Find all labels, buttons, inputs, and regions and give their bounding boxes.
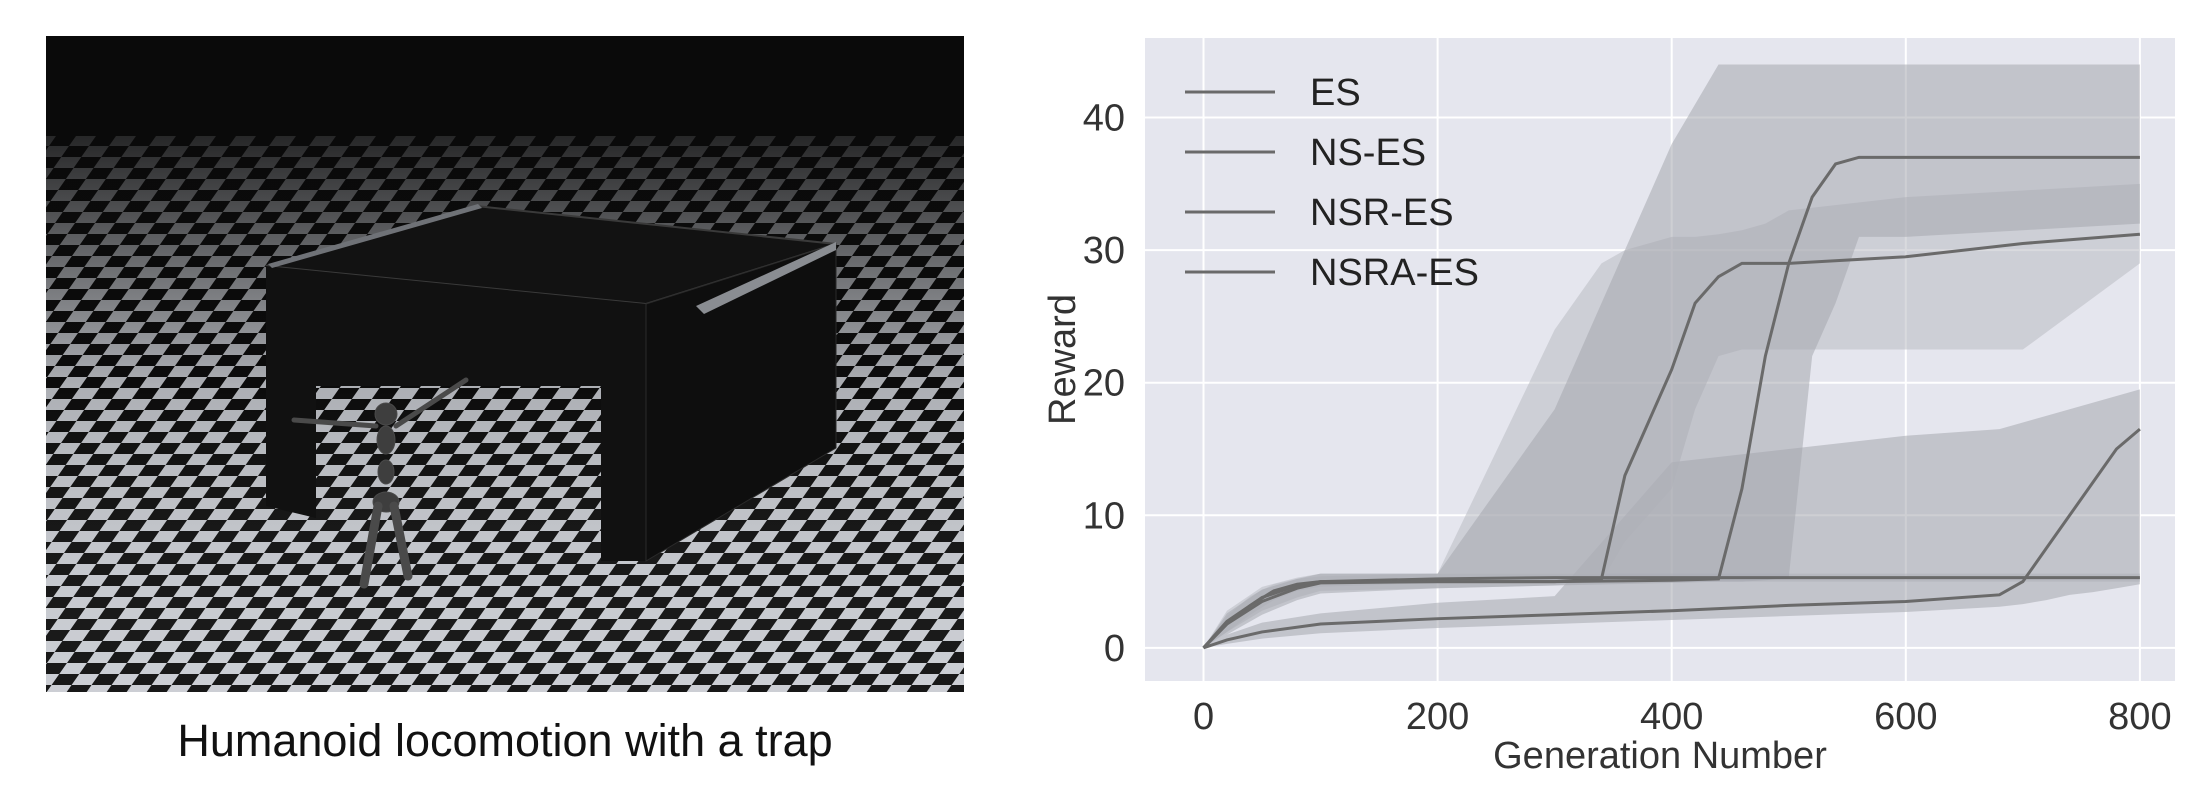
series-lines bbox=[1202, 155, 2141, 650]
y-axis-label: Reward bbox=[1042, 294, 1084, 425]
x-tick-label: 600 bbox=[1874, 696, 1937, 738]
trap-box bbox=[265, 204, 837, 562]
y-tick-labels: 0 10 20 30 40 bbox=[1083, 98, 1125, 670]
series-line-ns-es bbox=[1203, 427, 2141, 650]
x-tick-label: 0 bbox=[1193, 696, 1214, 738]
x-axis-label: Generation Number bbox=[1493, 735, 1827, 777]
humanoid-robot bbox=[291, 377, 469, 589]
figure-caption: Humanoid locomotion with a trap bbox=[177, 715, 833, 766]
x-tick-label: 800 bbox=[2108, 696, 2171, 738]
band-nsra-es bbox=[1203, 64, 2140, 648]
humanoid-trap-scene bbox=[46, 36, 964, 692]
legend-label-nsr-es: NSR-ES bbox=[1310, 192, 1454, 234]
reward-chart: 0 200 400 600 800 0 10 20 30 40 Generation Numbe… bbox=[1042, 38, 2175, 777]
confidence-bands bbox=[1203, 64, 2140, 648]
x-tick-labels: 0 200 400 600 800 bbox=[1193, 696, 2172, 738]
x-tick-label: 400 bbox=[1640, 696, 1703, 738]
y-tick-label: 20 bbox=[1083, 363, 1125, 405]
legend: ES NS-ES NSR-ES NSRA-ES bbox=[1185, 72, 1479, 294]
legend-label-ns-es: NS-ES bbox=[1310, 132, 1426, 174]
y-tick-label: 10 bbox=[1083, 495, 1125, 537]
x-tick-label: 200 bbox=[1406, 696, 1469, 738]
y-tick-label: 0 bbox=[1104, 628, 1125, 670]
y-tick-label: 40 bbox=[1083, 98, 1125, 140]
legend-label-nsra-es: NSRA-ES bbox=[1310, 252, 1479, 294]
series-line-nsra-es bbox=[1202, 155, 2140, 649]
legend-label-es: ES bbox=[1310, 72, 1361, 114]
y-tick-label: 30 bbox=[1083, 230, 1125, 272]
